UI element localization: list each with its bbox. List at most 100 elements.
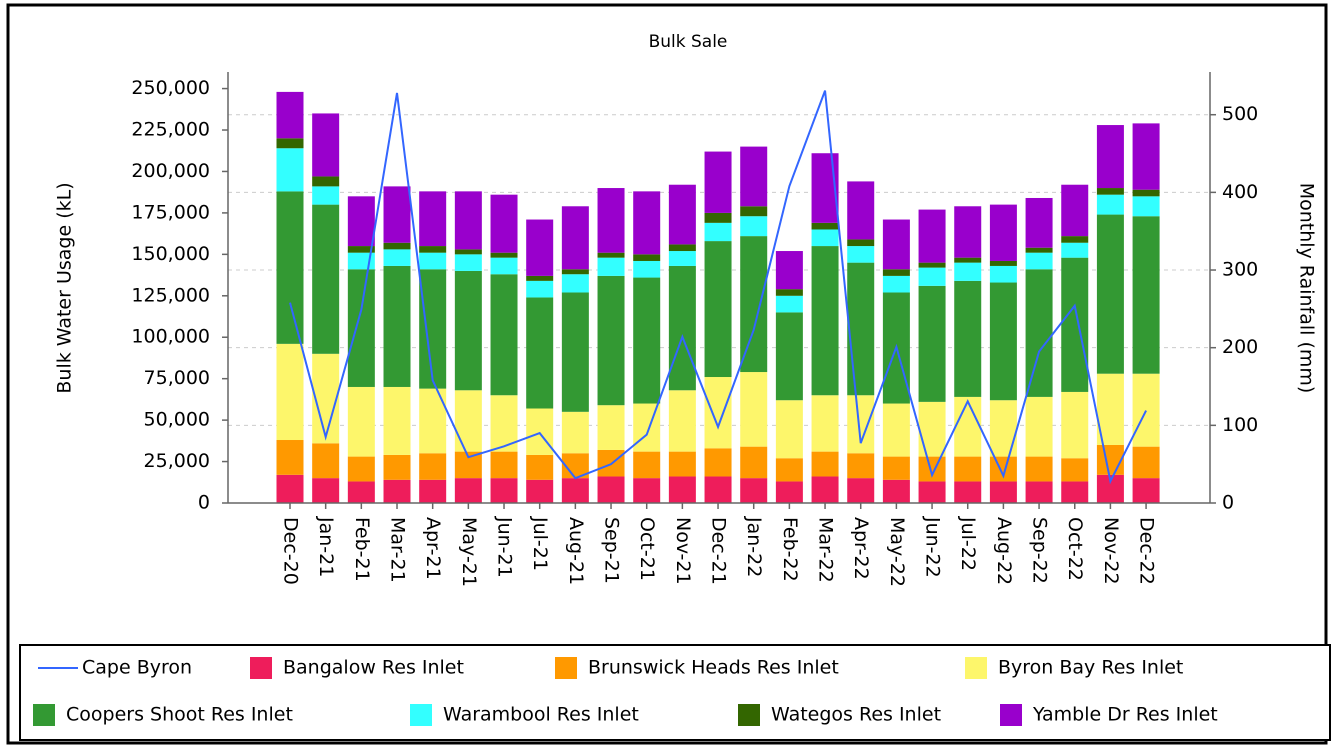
legend-swatch (33, 704, 55, 726)
y2-tick-label: 300 (1222, 259, 1258, 281)
legend-label: Wategos Res Inlet (771, 704, 941, 726)
bar-segment (276, 440, 304, 475)
x-tick-label: Aug-22 (993, 517, 1015, 585)
bar-segment (918, 262, 946, 268)
bar-segment (347, 269, 375, 387)
bar-segment (561, 274, 589, 293)
bar-segment (312, 443, 340, 479)
bar-segment (490, 257, 518, 275)
bar-segment (419, 191, 447, 247)
bar-segment (526, 479, 554, 503)
bar-segment (775, 312, 803, 401)
bar-segment (490, 194, 518, 253)
bar-segment (740, 236, 768, 373)
bar-segment (633, 478, 661, 503)
bar-segment (954, 456, 982, 482)
legend-label: Yamble Dr Res Inlet (1032, 704, 1218, 726)
legend-label: Coopers Shoot Res Inlet (66, 704, 293, 726)
bar-segment (989, 260, 1017, 266)
bar-segment (1025, 396, 1053, 457)
legend-box (19, 644, 1331, 741)
y2-axis-title: Monthly Rainfall (mm) (1296, 183, 1318, 394)
bar-segment (811, 246, 839, 396)
bar-segment (276, 343, 304, 441)
bar-segment (989, 265, 1017, 283)
bar-segment (704, 222, 732, 242)
bar-segment (847, 453, 875, 479)
y-tick-label: 25,000 (144, 450, 210, 472)
bar-segment (454, 191, 482, 250)
bar-segment (347, 481, 375, 503)
bar-segment (740, 478, 768, 503)
bar-segment (561, 206, 589, 270)
bar-segment (1025, 269, 1053, 397)
legend-swatch (1000, 704, 1022, 726)
bar-segment (704, 448, 732, 477)
y2-tick-label: 400 (1222, 181, 1258, 203)
y-tick-label: 125,000 (131, 284, 210, 306)
bar-segment (312, 204, 340, 354)
x-tick-label: Oct-21 (636, 517, 658, 581)
x-tick-label: May-22 (886, 517, 908, 587)
bar-segment (775, 481, 803, 503)
bar-segment (490, 478, 518, 503)
bar-segment (989, 481, 1017, 503)
bar-segment (276, 91, 304, 139)
bar-segment (383, 479, 411, 503)
bar-segment (811, 229, 839, 247)
bar-segment (1061, 184, 1089, 237)
chart-title: Bulk Sale (649, 32, 728, 52)
bar-segment (276, 138, 304, 149)
bar-segment (918, 456, 946, 482)
y-tick-label: 200,000 (131, 160, 210, 182)
bar-segment (704, 377, 732, 449)
bar-segment (561, 478, 589, 503)
legend-swatch (410, 704, 432, 726)
bar-segment (882, 403, 910, 457)
bar-segment (1061, 391, 1089, 459)
bar-segment (383, 454, 411, 480)
bar-segment (383, 265, 411, 387)
y2-tick-label: 200 (1222, 336, 1258, 358)
bar-segment (347, 456, 375, 482)
bar-segment (633, 260, 661, 278)
bar-segment (847, 395, 875, 454)
bar-segment (454, 270, 482, 391)
bar-segment (1132, 196, 1160, 217)
bar-segment (1061, 257, 1089, 392)
bar-segment (989, 282, 1017, 401)
bar-segment (276, 148, 304, 192)
bar-segment (775, 400, 803, 459)
bar-segment (454, 254, 482, 271)
bar-segment (347, 246, 375, 253)
bar-segment (668, 184, 696, 245)
bar-segment (597, 252, 625, 258)
bar-segment (312, 113, 340, 177)
bar-segment (918, 401, 946, 457)
bar-segment (561, 292, 589, 412)
bar-segment (1061, 242, 1089, 258)
bar-segment (490, 274, 518, 396)
legend-label: Byron Bay Res Inlet (998, 657, 1183, 679)
x-tick-label: Jan-21 (315, 516, 337, 577)
bar-segment (989, 204, 1017, 261)
bar-segment (811, 451, 839, 477)
line (289, 90, 1147, 485)
x-tick-label: Jun-21 (494, 516, 516, 578)
x-tick-label: Mar-22 (815, 517, 837, 583)
bar-segment (740, 216, 768, 237)
bar-segment (526, 408, 554, 455)
y-tick-label: 50,000 (144, 409, 210, 431)
x-tick-label: Dec-21 (708, 517, 730, 585)
bar-segment (1025, 481, 1053, 503)
x-tick-label: Jul-21 (529, 516, 551, 571)
bar-segment (704, 241, 732, 378)
bar-segment (1061, 458, 1089, 482)
bar-segment (668, 451, 696, 477)
bar-segment (1132, 373, 1160, 447)
bar-segment (882, 219, 910, 270)
bar-segment (383, 249, 411, 266)
bar-segment (597, 275, 625, 406)
bar-segment (882, 479, 910, 503)
y-axis-title: Bulk Water Usage (kL) (54, 182, 76, 393)
